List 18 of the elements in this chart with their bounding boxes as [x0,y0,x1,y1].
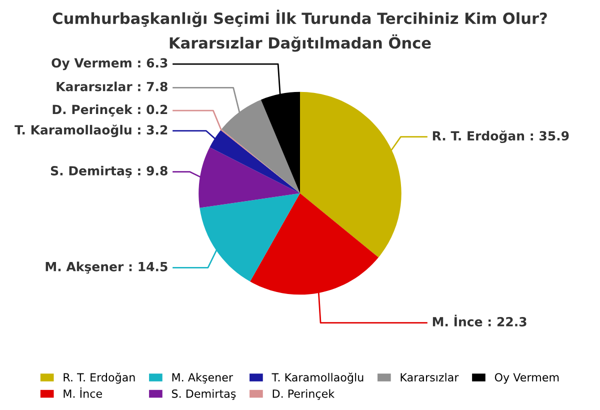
legend-label: T. Karamollaoğlu [272,372,364,384]
legend-label: Oy Vermem [494,373,559,384]
category-label: Oy Vermem : 6.3 [52,58,168,70]
legend-label: R. T. Erdoğan [64,372,135,384]
legend-label: M. Akşener [172,372,234,384]
category-label: R. T. Erdoğan : 35.9 [432,130,569,144]
category-label: M. Akşener : 14.5 [46,262,168,274]
legend-label: Kararsızlar [400,372,459,382]
legend-label: M. İnce [64,388,102,398]
category-label: D. Perinçek : 0.2 [52,104,168,116]
legend-label: S. Demirtaş [172,389,236,400]
legend-label: D. Perinçek [272,389,335,400]
category-label: S. Demirtaş : 9.8 [50,166,168,178]
chart-title: Cumhurbaşkanlığı Seçimi İlk Turunda Tercihiniz Kim Olur? [52,10,547,28]
category-label: M. İnce : 22.3 [432,314,526,326]
category-label: T. Karamollaoğlu : 3.2 [14,124,168,138]
chart-subtitle: Kararsızlar Dağıtılmadan Önce [170,34,431,52]
category-label: Kararsızlar : 7.8 [56,82,168,92]
